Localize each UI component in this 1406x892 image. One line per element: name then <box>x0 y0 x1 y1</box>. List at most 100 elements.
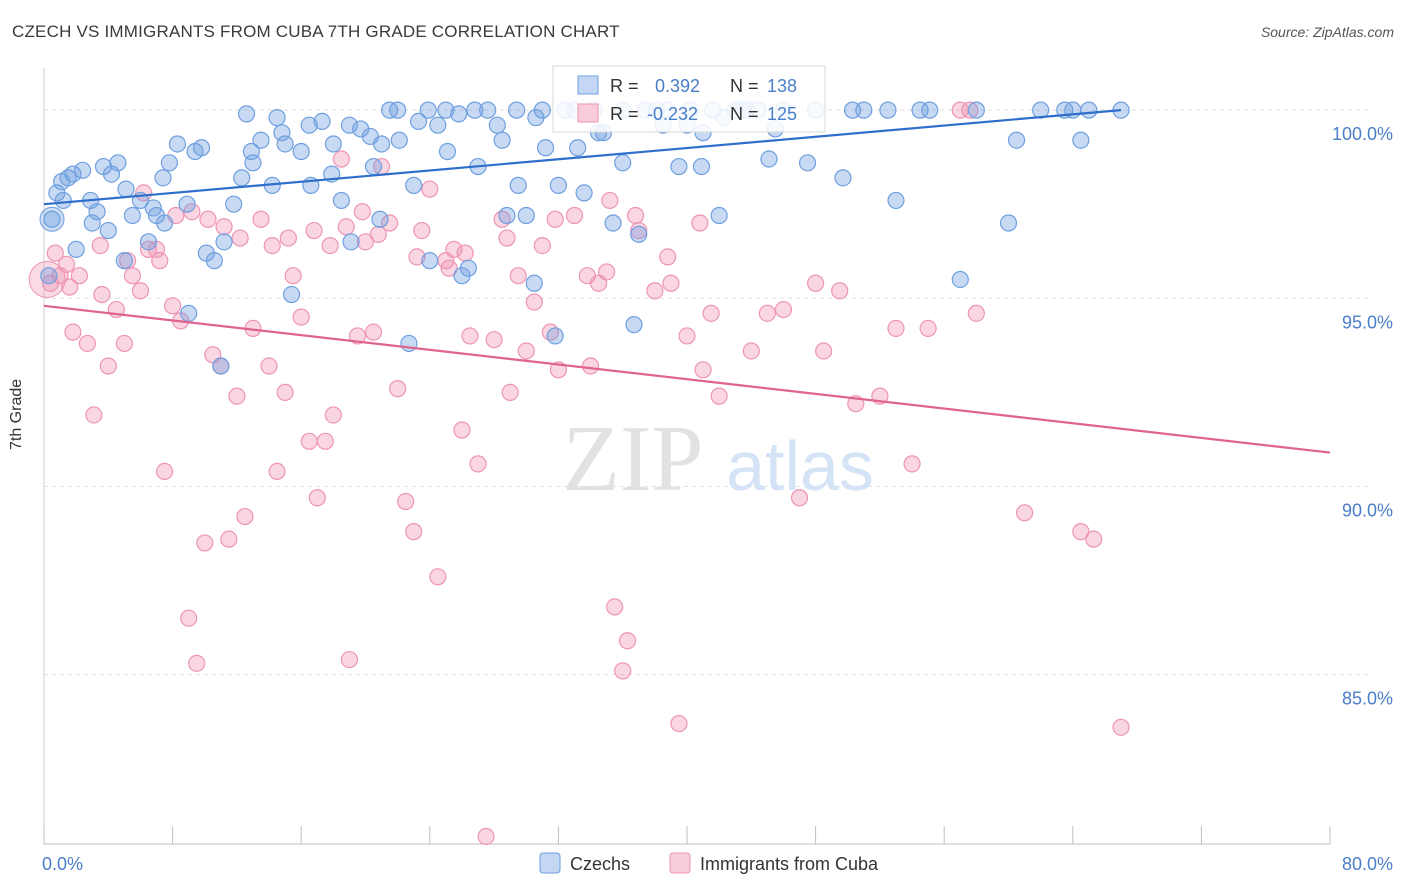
czech-n-value: 138 <box>767 76 797 96</box>
cuba-point <box>662 274 680 292</box>
czech-point <box>73 161 92 179</box>
cuba-point <box>903 455 921 473</box>
czech-point <box>109 154 127 172</box>
czech-point <box>546 327 564 345</box>
cuba-point <box>220 530 238 548</box>
cuba-point <box>710 387 728 405</box>
czech-point <box>64 165 82 183</box>
czech-point <box>575 184 593 202</box>
czech-point <box>178 195 196 213</box>
cuba-point <box>85 406 103 424</box>
cuba-point <box>93 285 111 304</box>
czech-point <box>498 206 516 225</box>
x-tick-label: 0.0% <box>42 854 83 874</box>
cuba-point <box>790 489 809 507</box>
czech-point <box>233 169 251 187</box>
cuba-point <box>337 218 355 236</box>
czech-r-label: R = <box>610 76 639 96</box>
czech-point <box>252 131 270 149</box>
cuba-point <box>131 282 150 300</box>
cuba-point <box>806 274 825 292</box>
cuba-point <box>598 263 616 281</box>
watermark-zip: ZIP <box>563 407 704 511</box>
cuba-point <box>308 489 326 507</box>
czech-point <box>525 274 543 292</box>
cuba-point <box>509 267 527 285</box>
cuba-point <box>46 244 64 262</box>
cuba-point <box>268 462 286 481</box>
cuba-point <box>815 342 833 360</box>
czech-point <box>276 135 294 153</box>
cuba-point <box>231 229 249 247</box>
czech-point <box>710 206 728 225</box>
czech-point <box>237 105 256 123</box>
czech-point <box>692 157 711 176</box>
czech-point <box>405 176 423 194</box>
czech-point <box>342 233 360 251</box>
czech-point <box>604 214 622 232</box>
czech-point <box>488 116 506 134</box>
czech-point <box>99 221 117 240</box>
czech-point <box>192 139 211 157</box>
cuba-point <box>445 240 463 258</box>
czech-point <box>798 154 817 172</box>
cuba-point <box>91 236 109 255</box>
cuba-point <box>578 267 596 285</box>
cuba-point <box>421 180 439 198</box>
cuba-point <box>691 214 709 232</box>
cuba-point <box>284 267 302 285</box>
cuba-point <box>702 304 720 322</box>
cuba-point <box>321 236 339 255</box>
cuba-point <box>348 327 367 345</box>
czech-point <box>887 191 905 210</box>
y-tick-label: 85.0% <box>1342 689 1393 709</box>
czech-point <box>154 169 172 187</box>
watermark: ZIP atlas <box>563 407 874 511</box>
cuba-point <box>1112 718 1130 736</box>
czech-point <box>466 101 484 119</box>
cuba-point <box>1085 530 1103 548</box>
czech-point <box>760 150 778 168</box>
cuba-point <box>381 214 399 232</box>
cuba-point <box>180 609 198 627</box>
czech-trend-line <box>43 109 1122 206</box>
czech-point <box>429 116 447 134</box>
cuba-point <box>1072 523 1090 541</box>
czech-n-label: N = <box>730 76 759 96</box>
cuba-point <box>694 361 712 379</box>
czech-point <box>43 210 61 228</box>
cuba-point <box>215 218 233 236</box>
y-tick-label: 95.0% <box>1342 312 1393 332</box>
series-czech-points <box>39 101 1130 375</box>
czech-point <box>549 176 568 194</box>
stats-legend: R = 0.392 N = 138 R = -0.232 N = 125 <box>552 65 826 133</box>
cuba-point <box>1015 504 1034 522</box>
source-label: Source: ZipAtlas.com <box>1260 24 1394 40</box>
cuba-point <box>252 210 270 228</box>
cuba-point <box>397 492 415 511</box>
cuba-point <box>967 304 985 322</box>
cuba-trend-line <box>43 304 1331 454</box>
cuba-point <box>276 383 294 401</box>
cuba-point <box>440 259 458 277</box>
czech-point <box>212 357 230 375</box>
czech-point <box>332 191 350 210</box>
czech-point <box>569 139 587 157</box>
x-tick-label: 80.0% <box>1342 854 1393 874</box>
czech-point <box>300 116 318 134</box>
cuba-point <box>485 331 503 349</box>
cuba-point <box>961 101 979 119</box>
cuba-point <box>155 462 174 481</box>
cuba-point <box>340 650 359 669</box>
cuba-point <box>919 319 937 337</box>
czech-point <box>40 267 58 285</box>
czech-point <box>450 105 468 123</box>
czech-point <box>911 101 929 119</box>
cuba-point <box>670 714 688 733</box>
czech-point <box>453 267 471 285</box>
cuba-point <box>236 507 254 526</box>
czech-point <box>180 304 198 322</box>
y-tick-label: 100.0% <box>1332 124 1393 144</box>
cuba-point <box>618 632 637 650</box>
czech-point <box>88 203 106 221</box>
